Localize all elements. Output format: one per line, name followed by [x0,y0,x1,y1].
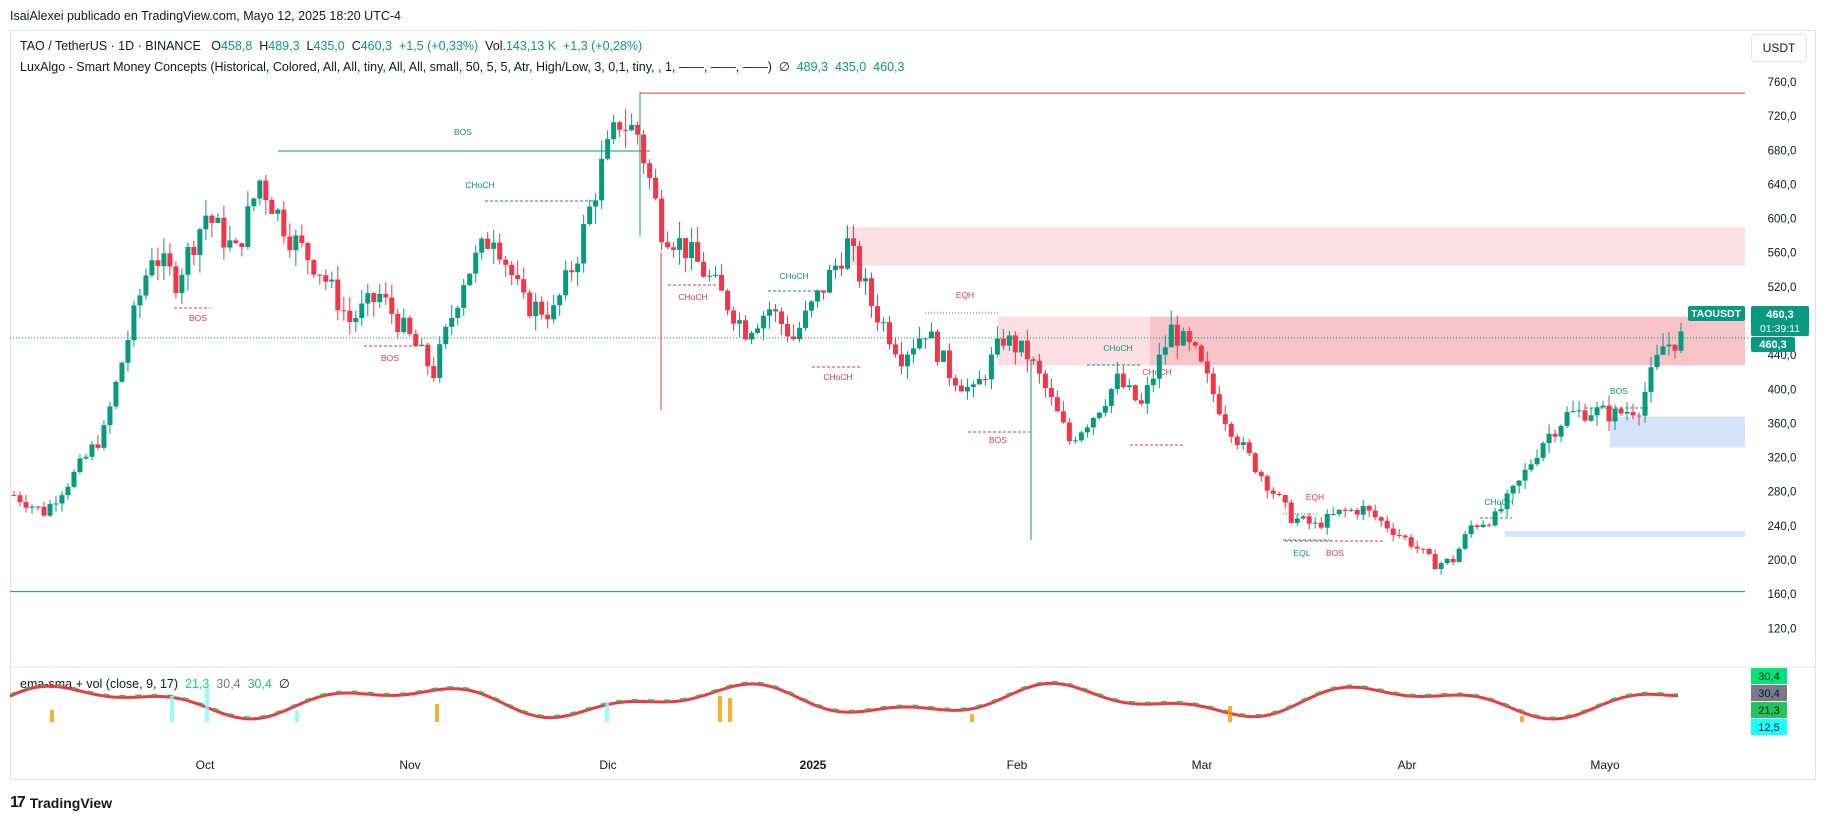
symbol-legend: TAO / TetherUS · 1D · BINANCE O458,8 H48… [20,39,642,53]
symbol-title[interactable]: TAO / TetherUS · 1D · BINANCE [20,39,201,53]
indicator-value-1: 489,3 [796,60,828,74]
vol-change: +1,3 (+0,28%) [562,39,643,53]
currency-button[interactable]: USDT [1751,34,1807,62]
ema-sma-null: ∅ [278,677,290,691]
indicator-null: ∅ [778,60,790,74]
open-value: 458,8 [221,39,253,53]
low-value: 435,0 [313,39,345,53]
ema-sma-v3: 30,4 [247,677,272,691]
close-value: 460,3 [360,39,392,53]
indicator-legend: LuxAlgo - Smart Money Concepts (Historic… [20,59,904,74]
ema-sma-v2: 30,4 [216,677,241,691]
ema-sma-v1: 21,3 [185,677,210,691]
indicator-value-2: 435,0 [834,60,867,74]
vol-label: Vol. [485,39,506,53]
close-label: C [351,39,361,53]
high-value: 489,3 [268,39,300,53]
ema-sma-title[interactable]: ema-sma + vol (close, 9, 17) [20,677,179,691]
indicator-value-3: 460,3 [873,60,905,74]
low-label: L [306,39,314,53]
ema-sma-legend: ema-sma + vol (close, 9, 17) 21,3 30,4 3… [20,676,290,691]
change-value: +1,5 (+0,33%) [398,39,479,53]
tradingview-logo-icon: 17 [10,794,26,811]
high-label: H [259,39,269,53]
publisher-line: IsaiAlexei publicado en TradingView.com,… [10,9,401,23]
indicator-title[interactable]: LuxAlgo - Smart Money Concepts (Historic… [20,60,772,74]
open-label: O [211,39,221,53]
chart-frame[interactable] [10,30,1816,780]
tradingview-logo[interactable]: 17 TradingView [10,794,112,812]
tradingview-brand: TradingView [29,795,113,811]
vol-value: 143,13 K [505,39,557,53]
